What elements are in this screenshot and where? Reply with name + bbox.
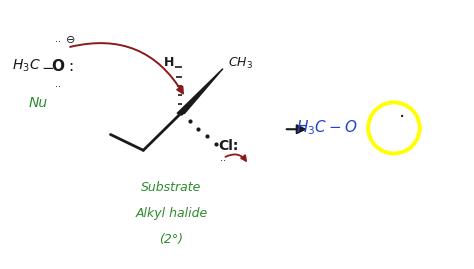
- Text: Nu: Nu: [28, 96, 48, 110]
- Text: (2°): (2°): [159, 233, 183, 246]
- Text: $H_3C$: $H_3C$: [12, 58, 41, 74]
- Text: ··: ··: [55, 37, 61, 47]
- Text: :: :: [69, 58, 74, 73]
- Text: Substrate: Substrate: [141, 181, 201, 194]
- Text: O: O: [52, 58, 64, 73]
- Text: ··: ··: [55, 82, 61, 92]
- Text: ·: ·: [399, 108, 405, 127]
- Text: Cl:: Cl:: [218, 139, 238, 153]
- Text: $\ominus$: $\ominus$: [64, 34, 75, 45]
- Text: $H_3C-O$: $H_3C-O$: [296, 119, 357, 137]
- Polygon shape: [177, 69, 223, 114]
- Text: $CH_3$: $CH_3$: [228, 56, 253, 71]
- Text: $-$: $-$: [41, 58, 54, 73]
- Text: H: H: [164, 56, 174, 69]
- Text: ··: ··: [220, 156, 227, 166]
- Text: Alkyl halide: Alkyl halide: [135, 207, 208, 220]
